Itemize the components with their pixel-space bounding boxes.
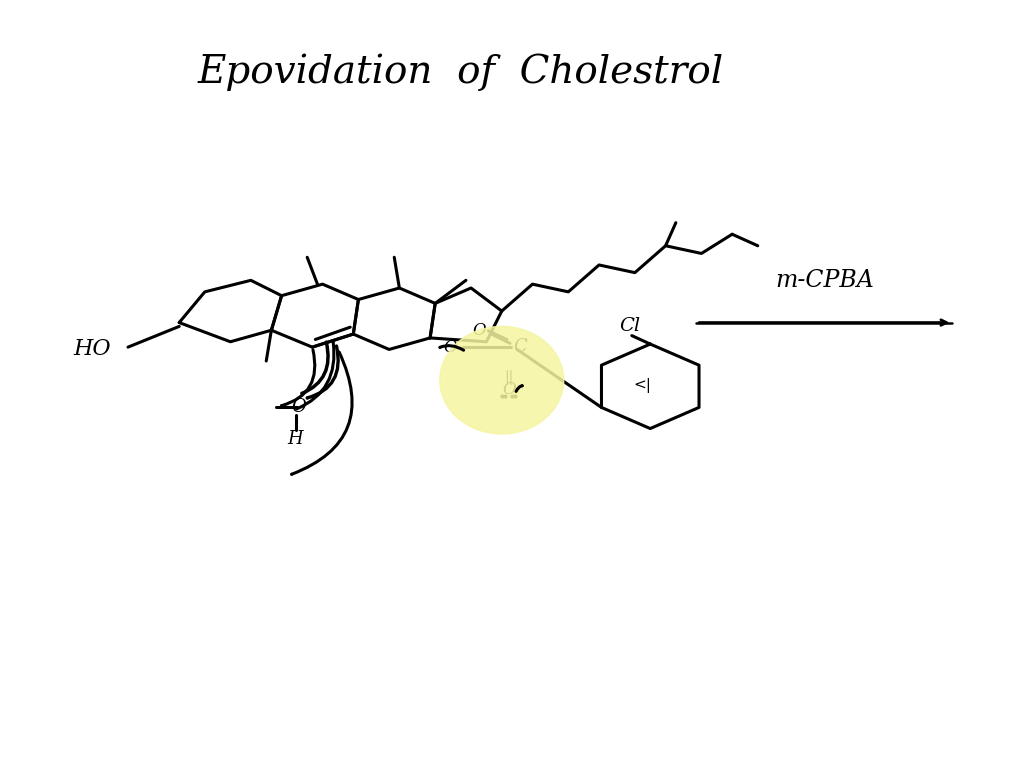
Text: O: O	[472, 322, 486, 339]
Text: ||: ||	[504, 370, 514, 386]
Text: O: O	[292, 398, 306, 416]
Text: m-CPBA: m-CPBA	[775, 269, 873, 292]
Ellipse shape	[440, 326, 563, 434]
FancyArrowPatch shape	[297, 343, 334, 409]
FancyArrowPatch shape	[440, 346, 464, 350]
Text: HO: HO	[74, 339, 111, 360]
Text: O: O	[443, 339, 458, 356]
FancyArrowPatch shape	[292, 352, 352, 475]
Text: O: O	[502, 381, 516, 398]
Text: Epovidation  of  Cholestrol: Epovidation of Cholestrol	[198, 54, 724, 91]
FancyArrowPatch shape	[282, 350, 314, 406]
Text: Cl: Cl	[620, 317, 640, 336]
Text: <|: <|	[633, 378, 651, 393]
FancyArrowPatch shape	[307, 346, 338, 398]
FancyArrowPatch shape	[516, 386, 522, 392]
Text: H: H	[287, 430, 303, 449]
FancyArrowPatch shape	[302, 343, 328, 393]
Text: C: C	[513, 338, 527, 356]
